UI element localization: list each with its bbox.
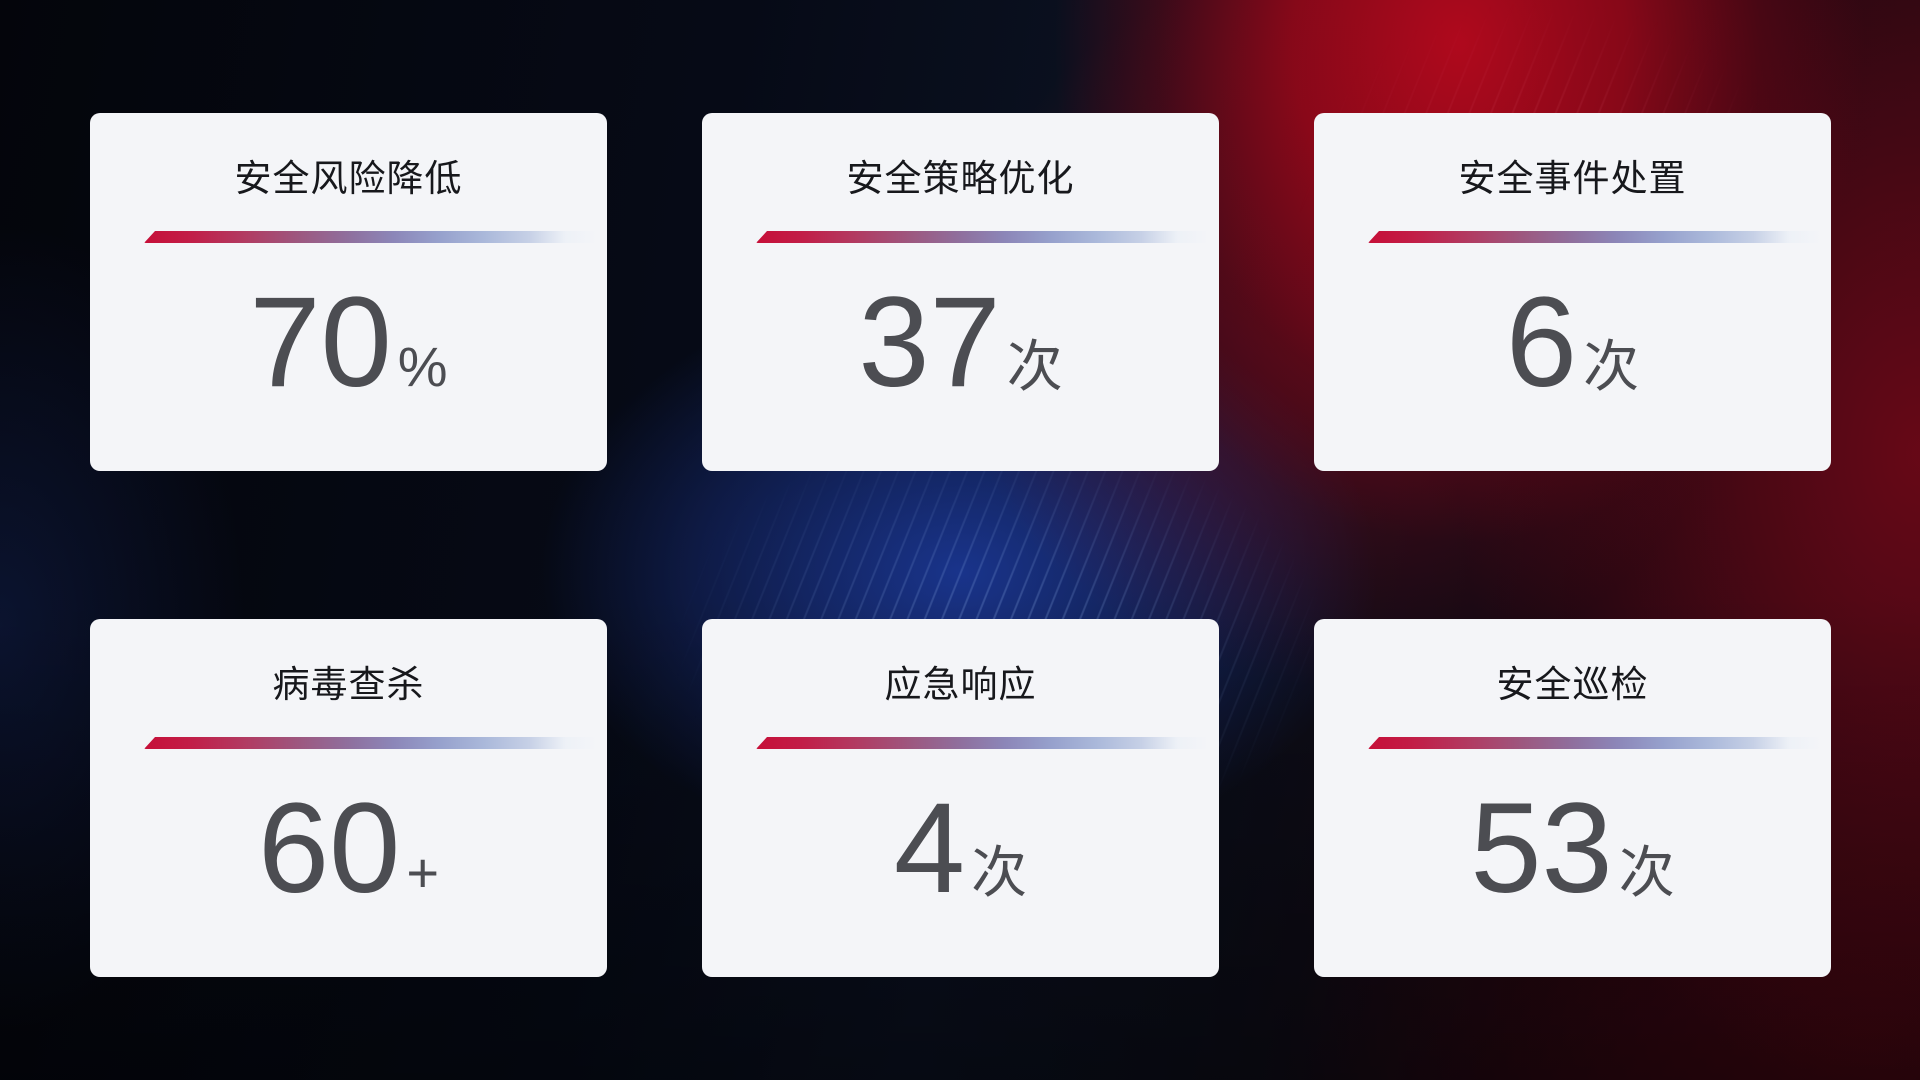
stat-value: 70: [249, 271, 392, 414]
stat-value: 53: [1470, 777, 1613, 920]
stat-unit: 次: [971, 841, 1028, 904]
stat-card-virus-scan: 病毒查杀 60 +: [90, 619, 607, 977]
card-title: 安全事件处置: [1458, 158, 1687, 199]
stat-value-row: 70 %: [90, 279, 607, 407]
stat-value-row: 4 次: [702, 785, 1219, 913]
divider-line: [144, 231, 597, 243]
divider-line: [144, 737, 597, 749]
stat-unit: +: [406, 841, 440, 904]
stat-unit: 次: [1618, 841, 1675, 904]
stat-value-row: 37 次: [702, 279, 1219, 407]
card-title: 应急响应: [884, 664, 1037, 705]
stat-value: 6: [1505, 271, 1578, 414]
divider-line: [1368, 737, 1821, 749]
stat-unit: %: [397, 335, 448, 398]
stat-card-security-inspection: 安全巡检 53 次: [1314, 619, 1831, 977]
stat-value-row: 53 次: [1314, 785, 1831, 913]
stat-card-incident-handling: 安全事件处置 6 次: [1314, 113, 1831, 471]
stat-value-row: 60 +: [90, 785, 607, 913]
card-title: 安全巡检: [1496, 664, 1649, 705]
stat-card-grid: 安全风险降低 70 % 安全策略优化 37 次 安全事件处置 6 次 病毒查: [90, 113, 1831, 977]
stat-unit: 次: [1006, 335, 1063, 398]
card-title: 病毒查杀: [272, 664, 425, 705]
stat-value: 60: [257, 777, 401, 920]
stat-value-row: 6 次: [1314, 279, 1831, 407]
stat-card-risk-reduction: 安全风险降低 70 %: [90, 113, 607, 471]
divider-line: [756, 737, 1209, 749]
stat-value: 37: [858, 271, 1001, 414]
stat-card-policy-optimization: 安全策略优化 37 次: [702, 113, 1219, 471]
card-title: 安全策略优化: [846, 158, 1075, 199]
divider-line: [1368, 231, 1821, 243]
stat-card-emergency-response: 应急响应 4 次: [702, 619, 1219, 977]
divider-line: [756, 231, 1209, 243]
stat-value: 4: [893, 777, 966, 920]
stat-unit: 次: [1583, 335, 1640, 398]
card-title: 安全风险降低: [234, 158, 463, 199]
